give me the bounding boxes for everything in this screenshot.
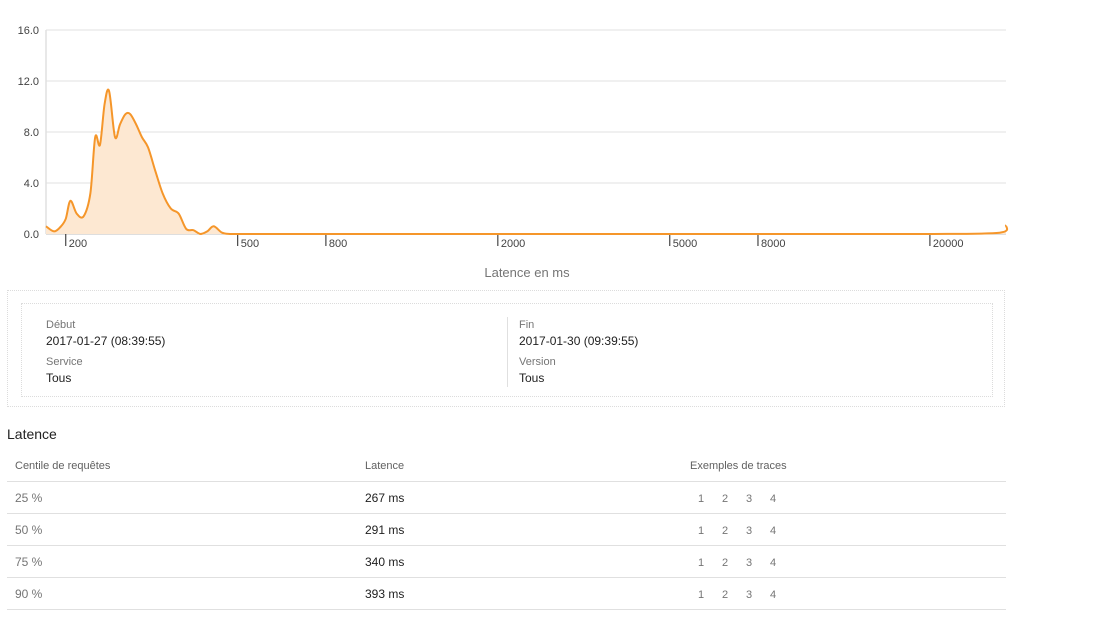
end-label: Fin <box>519 319 535 331</box>
trace-link[interactable]: 3 <box>746 588 753 601</box>
latency-column-header: Latence <box>365 450 690 482</box>
traces-cell: 1 2 3 4 <box>690 545 1006 578</box>
trace-link[interactable]: 1 <box>698 588 705 601</box>
y-tick-label: 0.0 <box>24 229 39 241</box>
traces-column-header: Exemples de traces <box>690 450 1006 482</box>
x-tick-label: 500 <box>241 238 259 250</box>
traces-cell: 1 2 3 4 <box>690 481 1006 514</box>
traces-cell: 1 2 3 4 <box>690 513 1006 546</box>
trace-link[interactable]: 4 <box>770 492 777 505</box>
trace-link[interactable]: 1 <box>698 492 705 505</box>
latency-series-line <box>45 88 1009 236</box>
version-field: Version Tous <box>519 355 556 386</box>
x-tick-label: 5000 <box>673 238 697 250</box>
x-tick-label: 800 <box>329 238 347 250</box>
summary-panel: Début 2017-01-27 (08:39:55) Service Tous… <box>7 290 1005 407</box>
percentile-cell: 25 % <box>7 481 365 514</box>
x-tick-label: 8000 <box>761 238 785 250</box>
trace-link[interactable]: 1 <box>698 556 705 569</box>
trace-link[interactable]: 4 <box>770 588 777 601</box>
summary-card: Début 2017-01-27 (08:39:55) Service Tous… <box>21 303 993 397</box>
latency-table: Centile de requêtes Latence Exemples de … <box>7 450 1006 610</box>
table-row: 75 % 340 ms 1 2 3 4 <box>7 545 1006 578</box>
x-tick-label: 200 <box>69 238 87 250</box>
trace-link[interactable]: 2 <box>722 524 729 537</box>
percentile-column-header: Centile de requêtes <box>7 450 365 482</box>
latency-section-title: Latence <box>7 426 57 442</box>
latency-cell: 291 ms <box>365 513 690 546</box>
end-field: Fin 2017-01-30 (09:39:55) <box>519 318 638 349</box>
service-value: Tous <box>46 371 72 385</box>
latency-cell: 340 ms <box>365 545 690 578</box>
service-field: Service Tous <box>46 355 83 386</box>
latency-cell: 393 ms <box>365 577 690 610</box>
start-label: Début <box>46 319 76 331</box>
latency-distribution-chart: 16.0 12.0 8.0 4.0 0.0 200 500 800 2000 5000 8000 20… <box>18 25 1009 250</box>
traces-cell: 1 2 3 4 <box>690 577 1006 610</box>
trace-link[interactable]: 1 <box>698 524 705 537</box>
table-row: 90 % 393 ms 1 2 3 4 <box>7 577 1006 610</box>
trace-link[interactable]: 3 <box>746 524 753 537</box>
y-tick-label: 12.0 <box>18 76 39 88</box>
summary-divider <box>507 317 508 387</box>
service-label: Service <box>46 356 83 368</box>
percentile-cell: 75 % <box>7 545 365 578</box>
table-row: 50 % 291 ms 1 2 3 4 <box>7 513 1006 546</box>
percentile-cell: 90 % <box>7 577 365 610</box>
trace-link[interactable]: 3 <box>746 556 753 569</box>
trace-link[interactable]: 4 <box>770 524 777 537</box>
version-value: Tous <box>519 371 545 385</box>
table-row: 25 % 267 ms 1 2 3 4 <box>7 481 1006 514</box>
start-value: 2017-01-27 (08:39:55) <box>46 334 166 348</box>
y-tick-label: 16.0 <box>18 25 39 37</box>
version-label: Version <box>519 356 556 368</box>
table-header-row: Centile de requêtes Latence Exemples de … <box>7 450 1006 482</box>
trace-link[interactable]: 2 <box>722 492 729 505</box>
latency-cell: 267 ms <box>365 481 690 514</box>
trace-link[interactable]: 3 <box>746 492 753 505</box>
y-tick-label: 4.0 <box>24 178 39 190</box>
x-tick-label: 2000 <box>501 238 525 250</box>
y-tick-label: 8.0 <box>24 127 39 139</box>
start-field: Début 2017-01-27 (08:39:55) <box>46 318 165 349</box>
latency-area-fill <box>46 89 1008 234</box>
trace-link[interactable]: 2 <box>722 588 729 601</box>
x-tick-label: 20000 <box>933 238 964 250</box>
percentile-cell: 50 % <box>7 513 365 546</box>
trace-link[interactable]: 2 <box>722 556 729 569</box>
end-value: 2017-01-30 (09:39:55) <box>519 334 639 348</box>
x-axis-label: Latence en ms <box>484 265 570 280</box>
trace-link[interactable]: 4 <box>770 556 777 569</box>
